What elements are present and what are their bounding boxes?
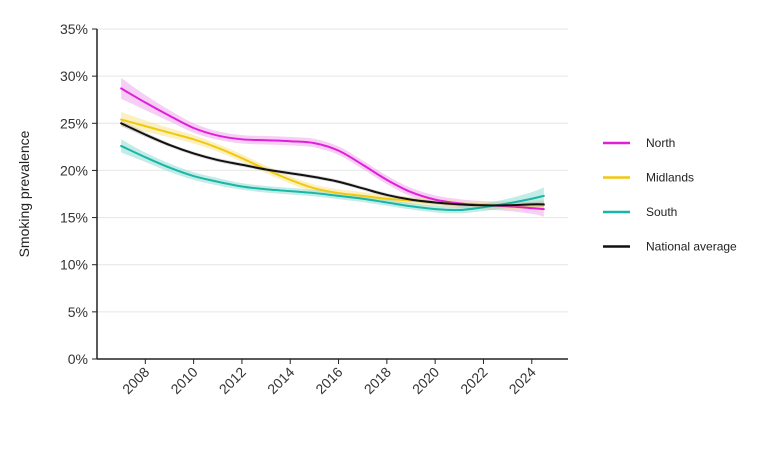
- y-tick-label: 15%: [60, 210, 88, 226]
- legend-label: Midlands: [646, 171, 694, 185]
- y-tick-label: 10%: [60, 257, 88, 273]
- x-tick-label: 2010: [167, 364, 200, 397]
- y-tick-label: 25%: [60, 115, 88, 131]
- y-tick-label: 0%: [68, 351, 88, 367]
- x-tick-label: 2016: [312, 364, 345, 397]
- x-tick-label: 2020: [409, 364, 442, 397]
- y-axis-ticks: 0% 5% 10% 15% 20% 25% 30% 35%: [60, 21, 97, 367]
- y-tick-label: 30%: [60, 68, 88, 84]
- y-tick-label: 20%: [60, 162, 88, 178]
- x-axis-ticks: 2008 2010 2012 2014 2016 2018 2020 2022 2024: [119, 359, 539, 397]
- y-tick-label: 5%: [68, 304, 88, 320]
- x-tick-label: 2012: [216, 364, 249, 397]
- legend-item: North: [603, 136, 675, 150]
- legend-item: South: [603, 205, 677, 219]
- legend: North Midlands South National average: [603, 136, 737, 254]
- series-lines: [120, 87, 545, 212]
- y-axis-title: Smoking prevalence: [16, 130, 32, 257]
- x-tick-label: 2018: [361, 364, 394, 397]
- legend-item: Midlands: [603, 171, 694, 185]
- axes: [96, 29, 568, 360]
- series-line-south: [120, 144, 545, 212]
- y-tick-label: 35%: [60, 21, 88, 37]
- series-line-national-average: [120, 122, 545, 207]
- x-tick-label: 2008: [119, 364, 152, 397]
- x-tick-label: 2022: [457, 364, 490, 397]
- legend-label: North: [646, 136, 675, 150]
- legend-item: National average: [603, 240, 737, 254]
- x-tick-label: 2014: [264, 364, 297, 397]
- legend-label: National average: [646, 240, 737, 254]
- x-tick-label: 2024: [506, 364, 539, 397]
- legend-label: South: [646, 205, 677, 219]
